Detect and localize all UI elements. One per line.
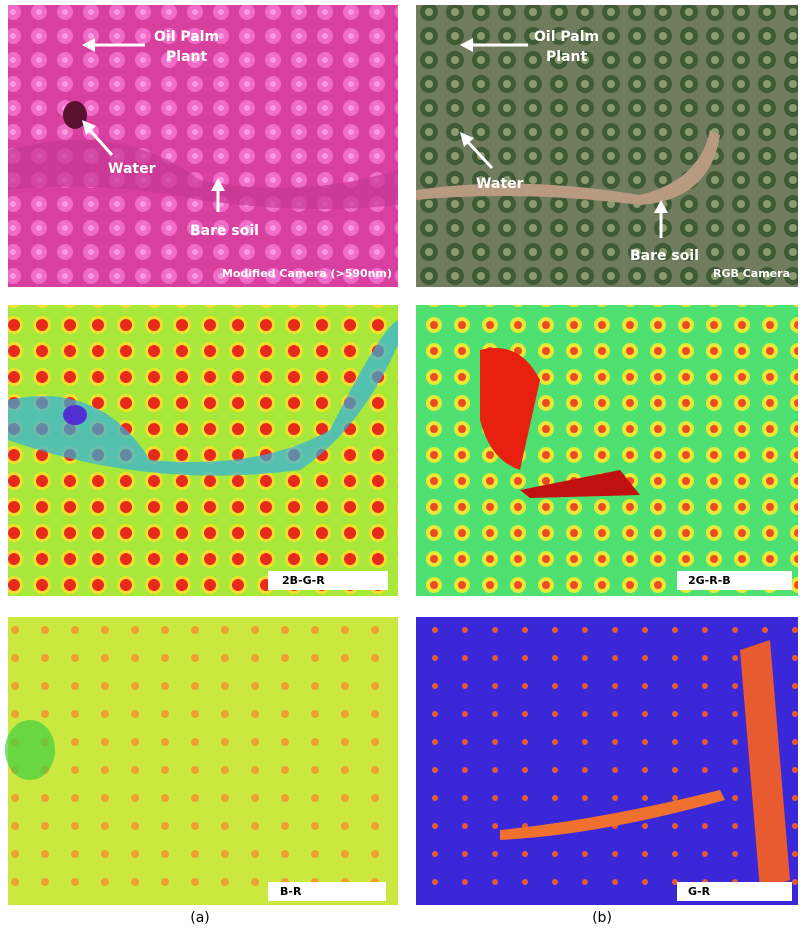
- image: [416, 305, 798, 596]
- image: [416, 617, 798, 905]
- panel-label: 2B-G-R: [282, 574, 325, 587]
- annotation: Water: [476, 176, 524, 192]
- caption: (b): [592, 910, 612, 926]
- annotation: Bare soil: [630, 248, 699, 264]
- caption: (a): [190, 910, 210, 926]
- annotation: Water: [108, 161, 156, 177]
- panel-label: G-R: [688, 885, 711, 898]
- figure: Oil Palm Plant Water Bare soil Modified …: [0, 0, 800, 932]
- annotation: Plant: [546, 49, 587, 65]
- annotation: Oil Palm: [534, 29, 599, 45]
- image: [8, 617, 398, 905]
- annotation: Bare soil: [190, 223, 259, 239]
- panel-label: RGB Camera: [713, 267, 790, 280]
- annotation: Plant: [166, 49, 207, 65]
- panel-label: B-R: [280, 885, 302, 898]
- panel-label: 2G-R-B: [688, 574, 731, 587]
- panel-label: Modified Camera (>590nm): [222, 267, 392, 280]
- panel-images: [5, 5, 798, 905]
- annotation: Oil Palm: [154, 29, 219, 45]
